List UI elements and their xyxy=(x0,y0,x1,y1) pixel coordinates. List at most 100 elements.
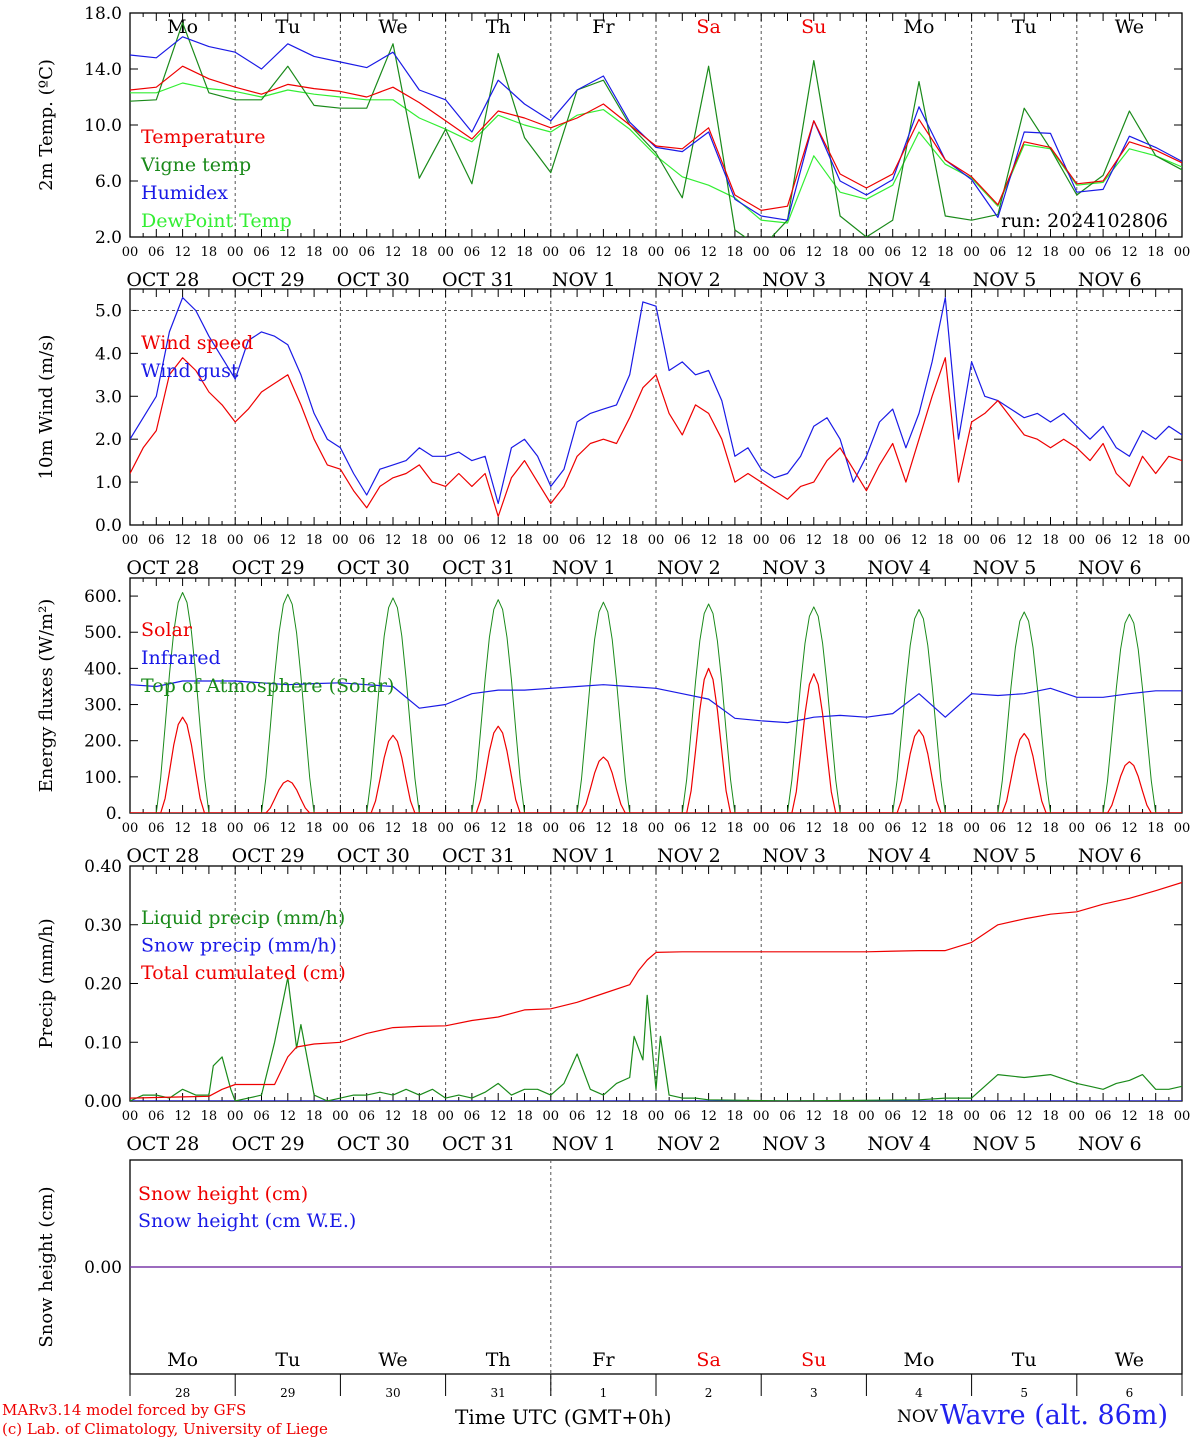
x-hour-label: 12 xyxy=(806,821,823,836)
total-cumulated-line xyxy=(130,881,1182,1099)
x-hour-label: 06 xyxy=(990,245,1007,260)
x-hour-label: 06 xyxy=(779,1109,796,1124)
x-hour-label: 00 xyxy=(227,245,244,260)
x-hour-label: 18 xyxy=(201,533,218,548)
x-hour-label: 06 xyxy=(358,821,375,836)
x-hour-label: 18 xyxy=(516,533,533,548)
x-hour-label: 18 xyxy=(1042,821,1059,836)
x-hour-label: 06 xyxy=(990,533,1007,548)
x-hour-label: 06 xyxy=(674,821,691,836)
x-hour-label: 00 xyxy=(858,821,875,836)
x-hour-label: 00 xyxy=(122,821,139,836)
x-hour-label: 06 xyxy=(884,821,901,836)
y-tick-label: 600. xyxy=(84,587,122,607)
run-annotation: run: 2024102806 xyxy=(1001,210,1168,232)
x-hour-label: 00 xyxy=(963,1109,980,1124)
legend-top-of-atmosphere-solar: Top of Atmosphere (Solar) xyxy=(141,675,394,697)
x-hour-label: 18 xyxy=(1042,533,1059,548)
x-hour-label: 00 xyxy=(227,533,244,548)
x-hour-label: 00 xyxy=(753,245,770,260)
weekday-label: Tu xyxy=(275,1349,300,1371)
toa-solar-line xyxy=(971,611,1077,813)
x-date-label: OCT 31 xyxy=(442,1133,515,1155)
x-hour-label: 18 xyxy=(621,533,638,548)
solar-line xyxy=(340,734,446,813)
x-hour-label: 00 xyxy=(858,533,875,548)
x-hour-label: 06 xyxy=(148,1109,165,1124)
x-date-label: NOV 4 xyxy=(867,845,931,867)
weekday-label: We xyxy=(1115,16,1144,38)
legend-liquid-precip-mm-h: Liquid precip (mm/h) xyxy=(141,907,345,929)
x-date-label: NOV 2 xyxy=(657,1133,721,1155)
weekday-label: Mo xyxy=(904,1349,935,1371)
x-hour-label: 06 xyxy=(464,245,481,260)
weekday-label: Tu xyxy=(1012,16,1037,38)
x-hour-label: 06 xyxy=(358,533,375,548)
y-tick-label: 0.00 xyxy=(84,1092,122,1112)
x-date-label: NOV 2 xyxy=(657,845,721,867)
x-date-label: OCT 31 xyxy=(442,557,515,579)
weekday-label: Mo xyxy=(167,16,198,38)
x-hour-label: 06 xyxy=(779,533,796,548)
y-axis-title: Precip (mm/h) xyxy=(36,918,57,1048)
y-tick-label: 14.0 xyxy=(84,60,122,80)
y-tick-label: 0.00 xyxy=(84,1258,122,1278)
x-date-label: OCT 28 xyxy=(126,557,199,579)
x-hour-label: 18 xyxy=(621,821,638,836)
panel-frame xyxy=(129,12,1183,238)
x-date-label: NOV 4 xyxy=(867,269,931,291)
x-hour-label: 00 xyxy=(1069,533,1086,548)
legend-solar: Solar xyxy=(141,619,193,641)
x-hour-label: 06 xyxy=(1095,1109,1112,1124)
x-hour-label: 06 xyxy=(990,821,1007,836)
x-hour-label: 06 xyxy=(464,1109,481,1124)
x-hour-label: 18 xyxy=(306,245,323,260)
plot-area xyxy=(130,592,1182,813)
legend-snow-height-cm: Snow height (cm) xyxy=(138,1183,308,1205)
day-number-label: 4 xyxy=(915,1386,923,1400)
x-hour-label: 00 xyxy=(122,1109,139,1124)
x-hour-label: 18 xyxy=(1042,1109,1059,1124)
day-number-label: 6 xyxy=(1126,1386,1134,1400)
x-hour-label: 06 xyxy=(569,821,586,836)
weekday-label: Mo xyxy=(904,16,935,38)
x-hour-label: 06 xyxy=(990,1109,1007,1124)
x-hour-label: 18 xyxy=(832,821,849,836)
x-hour-label: 00 xyxy=(332,533,349,548)
x-date-label: OCT 30 xyxy=(337,845,410,867)
y-tick-label: 500. xyxy=(84,623,122,643)
legend-snow-precip-mm-h: Snow precip (mm/h) xyxy=(141,935,337,957)
y-tick-label: 0.10 xyxy=(84,1033,122,1053)
y-tick-label: 2.0 xyxy=(95,228,122,248)
x-date-label: NOV 6 xyxy=(1078,269,1142,291)
x-date-label: NOV 6 xyxy=(1078,1133,1142,1155)
solar-line xyxy=(550,756,656,813)
x-hour-label: 12 xyxy=(490,245,507,260)
x-hour-label: 06 xyxy=(1095,533,1112,548)
x-date-label: OCT 31 xyxy=(442,269,515,291)
x-hour-label: 12 xyxy=(700,1109,717,1124)
x-hour-label: 00 xyxy=(963,821,980,836)
x-hour-label: 00 xyxy=(1174,533,1191,548)
weekday-label: Tu xyxy=(1012,1349,1037,1371)
legend-wind-gust: Wind gust xyxy=(141,360,239,382)
legend-humidex: Humidex xyxy=(141,182,228,204)
x-hour-label: 12 xyxy=(174,1109,191,1124)
x-hour-label: 18 xyxy=(727,821,744,836)
weekday-label: Su xyxy=(801,1349,826,1371)
x-hour-label: 18 xyxy=(1042,245,1059,260)
x-hour-label: 18 xyxy=(411,533,428,548)
x-hour-label: 06 xyxy=(569,1109,586,1124)
x-hour-label: 00 xyxy=(437,533,454,548)
x-hour-label: 18 xyxy=(1147,821,1164,836)
x-hour-label: 06 xyxy=(779,245,796,260)
x-date-label: NOV 5 xyxy=(973,1133,1037,1155)
x-date-label: NOV 4 xyxy=(867,1133,931,1155)
x-hour-label: 06 xyxy=(358,245,375,260)
x-hour-label: 00 xyxy=(648,533,665,548)
legend-dewpoint-temp: DewPoint Temp xyxy=(141,210,292,232)
x-date-label: NOV 2 xyxy=(657,557,721,579)
x-hour-label: 18 xyxy=(1147,245,1164,260)
x-date-label: NOV 5 xyxy=(973,269,1037,291)
weekday-label: Tu xyxy=(275,16,300,38)
